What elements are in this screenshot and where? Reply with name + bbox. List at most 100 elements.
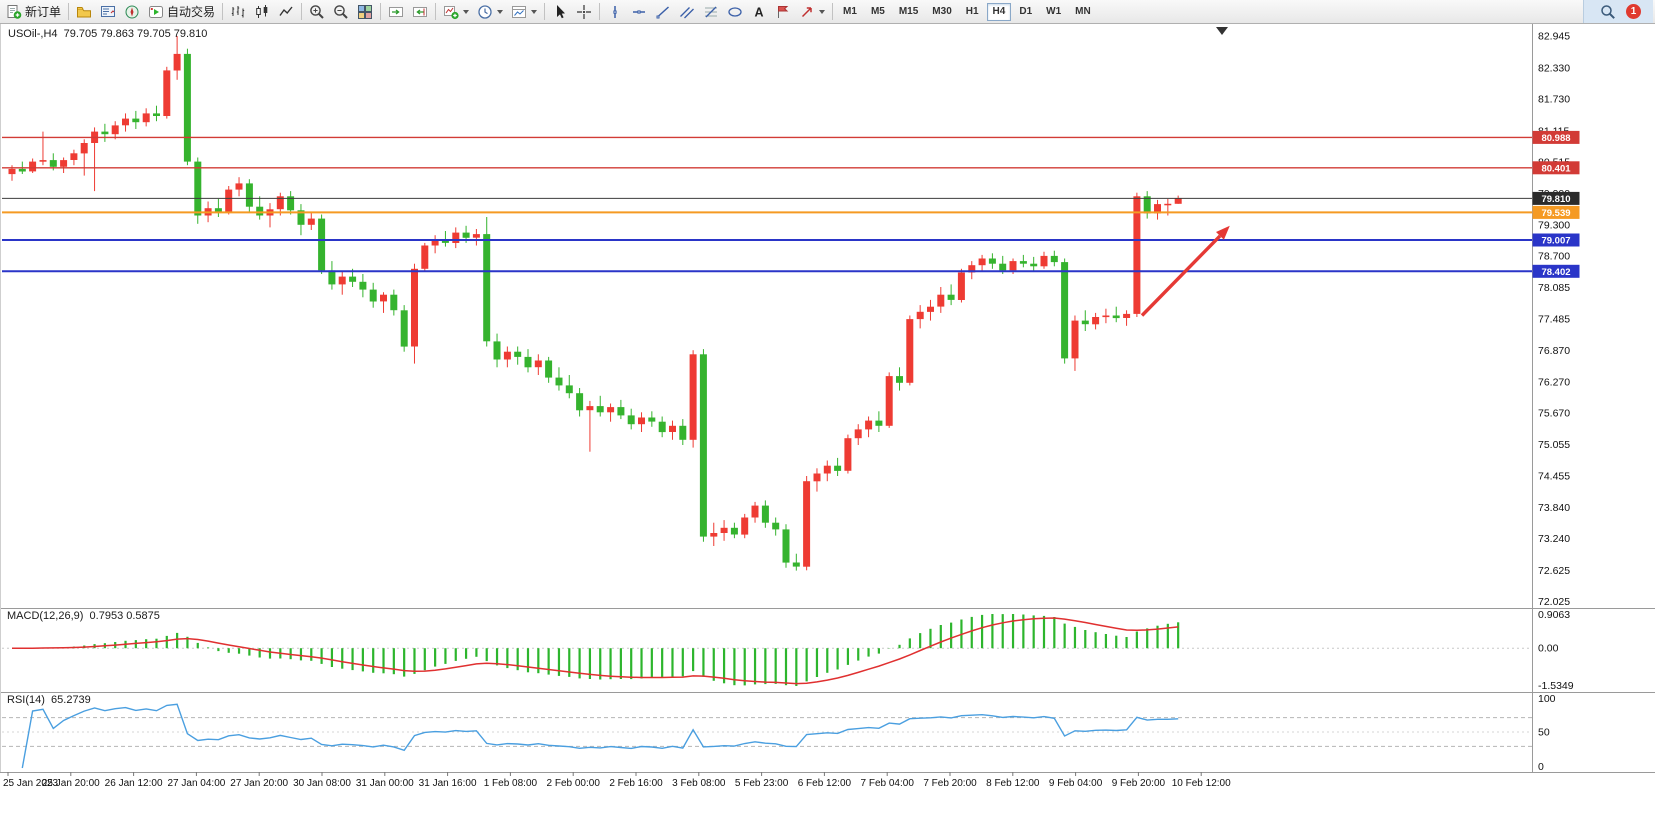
- crosshair-button[interactable]: [572, 1, 596, 22]
- time-tick-label: 5 Feb 23:00: [735, 778, 789, 789]
- search-icon[interactable]: [1600, 4, 1616, 20]
- auto-scroll-button[interactable]: [384, 1, 408, 22]
- time-tick-label: 30 Jan 08:00: [293, 778, 351, 789]
- macd-label: MACD(12,26,9) 0.7953 0.5875: [7, 610, 160, 622]
- time-tick-label: 9 Feb 04:00: [1049, 778, 1103, 789]
- zoom-out-button[interactable]: [329, 1, 353, 22]
- arrows-button[interactable]: [795, 1, 829, 22]
- timeframe-w1-button[interactable]: W1: [1040, 3, 1067, 21]
- svg-text:A: A: [755, 5, 764, 19]
- time-tick-label: 26 Jan 12:00: [105, 778, 163, 789]
- fibonacci-button[interactable]: [699, 1, 723, 22]
- ohlc-values: 79.705 79.863 79.705 79.810: [63, 28, 208, 40]
- periods-button[interactable]: [473, 1, 507, 22]
- chart-shift-marker[interactable]: [1216, 27, 1228, 35]
- shapes-button[interactable]: [723, 1, 747, 22]
- chart-shift-button[interactable]: [408, 1, 432, 22]
- time-tick-label: 25 Jan 2023: [3, 778, 58, 789]
- chart-candles-icon: [256, 4, 268, 18]
- price-tick-label: 72.625: [1538, 565, 1570, 577]
- trendline-button[interactable]: [651, 1, 675, 22]
- vline-icon: [613, 5, 617, 18]
- new-order-button-label: 新订单: [25, 5, 62, 19]
- toolbar-buttons: 新订单 自动交易 A: [2, 1, 836, 22]
- time-tick-label: 25 Jan 20:00: [42, 778, 100, 789]
- toolbar-separator: [599, 3, 601, 20]
- chart-shift-icon: [413, 6, 428, 17]
- text-button[interactable]: A: [747, 1, 771, 22]
- horizontal-line-button[interactable]: [627, 1, 651, 22]
- new-order-button[interactable]: 新订单: [2, 1, 65, 22]
- auto-trading-button[interactable]: 自动交易: [144, 1, 219, 22]
- zoom-in-button[interactable]: [305, 1, 329, 22]
- toolbar-separator: [301, 3, 303, 20]
- text-label-icon: [778, 5, 789, 18]
- price-tick-label: 76.870: [1538, 345, 1570, 357]
- timeframe-m1-button[interactable]: M1: [837, 3, 863, 21]
- price-tick-label: 75.055: [1538, 439, 1570, 451]
- hline-icon: [633, 9, 646, 14]
- time-tick-label: 6 Feb 12:00: [798, 778, 852, 789]
- timeframe-m15-button[interactable]: M15: [893, 3, 924, 21]
- price-tick-label: 81.730: [1538, 93, 1570, 105]
- trend-arrow[interactable]: [1140, 225, 1230, 317]
- svg-text:80.401: 80.401: [1541, 163, 1571, 174]
- zoom-out-icon: [334, 4, 348, 19]
- macd-axis-label: 0.9063: [1538, 609, 1570, 621]
- toolbar: 新订单 自动交易 A M1 M5 M15 M30 H1 H4 D1 W1 MN 1: [0, 0, 1655, 24]
- time-tick-label: 1 Feb 08:00: [484, 778, 538, 789]
- chevron-down-icon: [463, 9, 470, 14]
- market-watch-icon: [101, 5, 116, 17]
- profiles-button[interactable]: [72, 1, 96, 22]
- vertical-line-button[interactable]: [603, 1, 627, 22]
- timeframe-h4-button[interactable]: H4: [986, 2, 1012, 21]
- price-tag-79.007: 79.007: [1532, 233, 1580, 247]
- tile-windows-button[interactable]: [353, 1, 377, 22]
- rsi-axis-label: 50: [1538, 727, 1550, 739]
- macd-signal-line: [12, 617, 1179, 685]
- channel-button[interactable]: [675, 1, 699, 22]
- templates-button[interactable]: [507, 1, 541, 22]
- toolbar-separator: [68, 3, 70, 20]
- price-tick-label: 82.945: [1538, 31, 1570, 43]
- text-label-button[interactable]: [771, 1, 795, 22]
- bar-chart-button[interactable]: [226, 1, 250, 22]
- notification-badge[interactable]: 1: [1626, 4, 1641, 19]
- timeframe-buttons: M1 M5 M15 M30 H1 H4 D1 W1 MN: [836, 2, 1098, 21]
- arrows-icon: [802, 6, 812, 17]
- profiles-icon: [77, 6, 92, 17]
- time-tick-label: 27 Jan 20:00: [230, 778, 288, 789]
- auto-scroll-icon: [389, 6, 404, 17]
- timeframe-m30-button[interactable]: M30: [926, 3, 957, 21]
- toolbar-separator: [832, 3, 834, 20]
- svg-text:79.810: 79.810: [1541, 194, 1570, 205]
- time-tick-label: 8 Feb 12:00: [986, 778, 1040, 789]
- price-tick-label: 79.300: [1538, 219, 1570, 231]
- cursor-button[interactable]: [548, 1, 572, 22]
- candlestick-chart-button[interactable]: [250, 1, 274, 22]
- time-tick-label: 31 Jan 16:00: [419, 778, 477, 789]
- macd-axis-label: -1.5349: [1538, 680, 1574, 692]
- time-tick-label: 2 Feb 00:00: [547, 778, 601, 789]
- timeframe-d1-button[interactable]: D1: [1013, 3, 1038, 21]
- market-watch-button[interactable]: [96, 1, 120, 22]
- price-tick-label: 73.840: [1538, 502, 1570, 514]
- indicators-button[interactable]: [439, 1, 473, 22]
- chevron-down-icon: [497, 9, 504, 14]
- rsi-axis-label: 100: [1538, 693, 1556, 705]
- timeframe-mn-button[interactable]: MN: [1069, 3, 1097, 21]
- timeframe-m5-button[interactable]: M5: [865, 3, 891, 21]
- price-axis[interactable]: 82.94582.33081.73081.11580.51579.90079.3…: [1538, 31, 1570, 609]
- price-tick-label: 73.240: [1538, 533, 1570, 545]
- svg-text:79.007: 79.007: [1541, 236, 1570, 247]
- chevron-down-icon: [531, 9, 538, 14]
- navigator-button[interactable]: [120, 1, 144, 22]
- rsi-axis-label: 0: [1538, 761, 1544, 773]
- timeframe-h1-button[interactable]: H1: [960, 3, 985, 21]
- price-tag-79.539: 79.539: [1532, 205, 1580, 219]
- line-chart-button[interactable]: [274, 1, 298, 22]
- new-order-icon: [7, 4, 22, 19]
